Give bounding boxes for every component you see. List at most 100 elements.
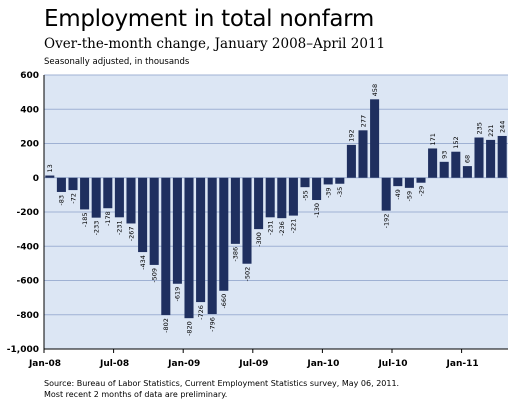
data-label: -185 — [81, 212, 89, 227]
data-label: -796 — [209, 317, 217, 332]
data-label: -59 — [406, 191, 414, 202]
bar-mar-09 — [207, 177, 217, 315]
bar-jul-08 — [114, 177, 124, 218]
data-label: -802 — [162, 318, 170, 333]
data-label: -35 — [336, 187, 344, 198]
bar-may-09 — [230, 177, 240, 244]
data-label: 13 — [46, 164, 54, 172]
data-label: 244 — [499, 121, 507, 133]
source-note: Source: Bureau of Labor Statistics, Curr… — [44, 379, 400, 388]
bar-jul-10 — [393, 177, 403, 187]
bar-jan-08 — [45, 175, 55, 178]
bar-jan-11 — [462, 166, 472, 178]
data-label: -83 — [58, 195, 66, 206]
bar-oct-09 — [288, 177, 298, 216]
bar-apr-11 — [497, 135, 507, 178]
bar-aug-09 — [265, 177, 275, 218]
data-label: -726 — [197, 305, 205, 320]
y-tick-label: 200 — [20, 140, 39, 150]
y-tick-label: -200 — [16, 208, 39, 218]
x-tick-label: Jan-09 — [167, 359, 200, 369]
bar-nov-08 — [161, 177, 171, 316]
x-tick-label: Jan-10 — [306, 359, 339, 369]
data-label: -619 — [174, 287, 182, 302]
x-tick-label: Jul-10 — [377, 359, 407, 369]
bar-mar-10 — [346, 144, 356, 178]
data-label: -39 — [325, 187, 333, 198]
bar-jan-09 — [184, 177, 194, 319]
data-label: -72 — [69, 193, 77, 204]
preliminary-note: Most recent 2 months of data are prelimi… — [44, 390, 228, 399]
bar-dec-08 — [172, 177, 182, 284]
data-label: 235 — [475, 122, 483, 134]
bar-dec-10 — [451, 151, 461, 178]
data-label: 192 — [348, 129, 356, 141]
bar-nov-10 — [439, 161, 449, 178]
y-tick-label: -400 — [16, 242, 39, 252]
data-label: -267 — [127, 226, 135, 241]
y-tick-label: -800 — [16, 311, 39, 321]
bar-feb-09 — [196, 177, 206, 303]
data-label: -233 — [93, 221, 101, 236]
bar-oct-10 — [428, 148, 438, 178]
bar-aug-08 — [126, 177, 136, 224]
bar-jun-08 — [103, 177, 113, 209]
bar-sep-08 — [138, 177, 148, 253]
data-label: 458 — [371, 84, 379, 96]
bar-may-10 — [370, 99, 380, 178]
y-tick-label: -1,000 — [7, 345, 39, 355]
x-tick-label: Jan-08 — [28, 359, 61, 369]
data-label: -29 — [417, 186, 425, 197]
data-label: 221 — [487, 124, 495, 136]
bar-dec-09 — [312, 177, 322, 201]
data-label: -55 — [301, 190, 309, 201]
data-label: -221 — [290, 219, 298, 234]
bar-apr-08 — [80, 177, 90, 210]
data-label: -178 — [104, 211, 112, 226]
data-label: -660 — [220, 294, 228, 309]
y-tick-label: 400 — [20, 105, 39, 115]
chart-title: Employment in total nonfarm — [44, 6, 375, 32]
bar-oct-08 — [149, 177, 159, 265]
data-label: -300 — [255, 232, 263, 247]
bar-apr-10 — [358, 130, 368, 178]
bar-feb-08 — [56, 177, 66, 192]
bar-mar-08 — [68, 177, 78, 191]
bar-sep-09 — [277, 177, 287, 219]
y-tick-label: 0 — [33, 174, 39, 184]
bar-feb-10 — [335, 177, 345, 184]
chart-note: Seasonally adjusted, in thousands — [44, 57, 190, 67]
data-label: 277 — [359, 115, 367, 127]
data-label: 152 — [452, 136, 460, 148]
bar-jun-09 — [242, 177, 252, 264]
data-label: -192 — [383, 214, 391, 229]
chart-subtitle: Over-the-month change, January 2008–Apri… — [44, 36, 386, 52]
data-label: 68 — [464, 155, 472, 163]
data-label: -509 — [151, 268, 159, 283]
bar-jun-10 — [381, 177, 391, 211]
bar-jul-09 — [254, 177, 264, 230]
data-label: -236 — [278, 221, 286, 236]
data-label: -386 — [232, 247, 240, 262]
x-tick-label: Jul-09 — [238, 359, 268, 369]
data-label: -434 — [139, 255, 147, 270]
bar-may-08 — [91, 177, 101, 218]
bar-sep-10 — [416, 177, 426, 183]
data-label: -231 — [116, 220, 124, 235]
bar-apr-09 — [219, 177, 229, 291]
data-label: -820 — [185, 321, 193, 336]
x-tick-label: Jan-11 — [446, 359, 479, 369]
bar-aug-10 — [404, 177, 414, 188]
x-tick-label: Jul-08 — [99, 359, 129, 369]
data-label: -130 — [313, 203, 321, 218]
data-label: -49 — [394, 189, 402, 200]
data-label: -502 — [243, 267, 251, 282]
bar-mar-11 — [486, 139, 496, 178]
bar-nov-09 — [300, 177, 310, 188]
data-label: 93 — [441, 151, 449, 159]
bar-jan-10 — [323, 177, 333, 185]
data-label: 171 — [429, 133, 437, 145]
y-tick-label: 600 — [20, 71, 39, 81]
bar-feb-11 — [474, 137, 484, 178]
